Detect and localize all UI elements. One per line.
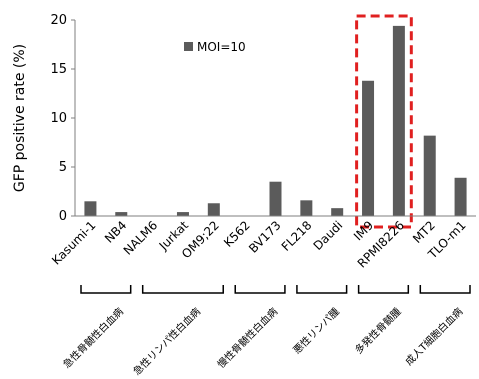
group-bracket xyxy=(296,285,348,294)
y-tick-label: 20 xyxy=(50,13,67,28)
highlight-box xyxy=(355,14,413,229)
x-tick-label: FL218 xyxy=(279,218,315,254)
group-bracket xyxy=(234,285,286,294)
x-tick-label: Kasumi-1 xyxy=(49,218,98,267)
group-bracket xyxy=(357,285,410,294)
category-groups: 急性骨髄性白血病 急性リンパ性白血病 慢性骨髄性白血病 悪性リンパ腫 多発性骨髄腫 成人T… xyxy=(60,285,471,378)
x-tick-label: Daudi xyxy=(311,218,346,253)
y-tick-label: 10 xyxy=(50,111,67,126)
bar-fl218 xyxy=(300,200,313,216)
bar-bv173 xyxy=(269,181,282,216)
x-tick-label: IM9 xyxy=(351,218,376,243)
group-label: 悪性リンパ腫 xyxy=(290,305,342,357)
bar-jurkat xyxy=(176,212,189,216)
group-label: 急性骨髄性白血病 xyxy=(60,305,126,371)
legend-label: MOI=10 xyxy=(197,40,246,54)
y-tick-label: 15 xyxy=(50,62,67,77)
group-label: 成人T細胞白血病 xyxy=(402,305,465,368)
legend-swatch xyxy=(184,42,193,51)
y-axis-label: GFP positive rate (%) xyxy=(12,44,28,192)
y-tick-label: 0 xyxy=(59,209,67,224)
group-label: 慢性骨髄性白血病 xyxy=(214,305,280,371)
x-tick-label: MT2 xyxy=(410,218,438,246)
bar-nb4 xyxy=(115,212,128,216)
bar-om9-22 xyxy=(207,203,220,216)
bar-daudi xyxy=(331,208,344,216)
bar-kasumi-1 xyxy=(84,201,97,216)
y-tick-label: 5 xyxy=(59,160,67,175)
bar-rpmi8226 xyxy=(392,25,405,216)
bar-tlo-m1 xyxy=(454,177,467,216)
x-tick-label: NALM6 xyxy=(121,218,160,257)
y-axis: 0 5 10 15 20 xyxy=(50,13,76,224)
group-label: 急性リンパ性白血病 xyxy=(130,305,203,378)
legend: MOI=10 xyxy=(184,40,246,54)
group-bracket xyxy=(419,285,471,294)
bars xyxy=(84,14,467,229)
x-tick-label: BV173 xyxy=(246,218,283,255)
bar-im9 xyxy=(362,80,375,216)
group-bracket xyxy=(80,285,132,294)
x-tick-label: NB4 xyxy=(102,218,129,245)
group-label: 多発性骨髄腫 xyxy=(352,305,404,357)
bar-mt2 xyxy=(423,135,436,216)
group-bracket xyxy=(141,285,224,294)
